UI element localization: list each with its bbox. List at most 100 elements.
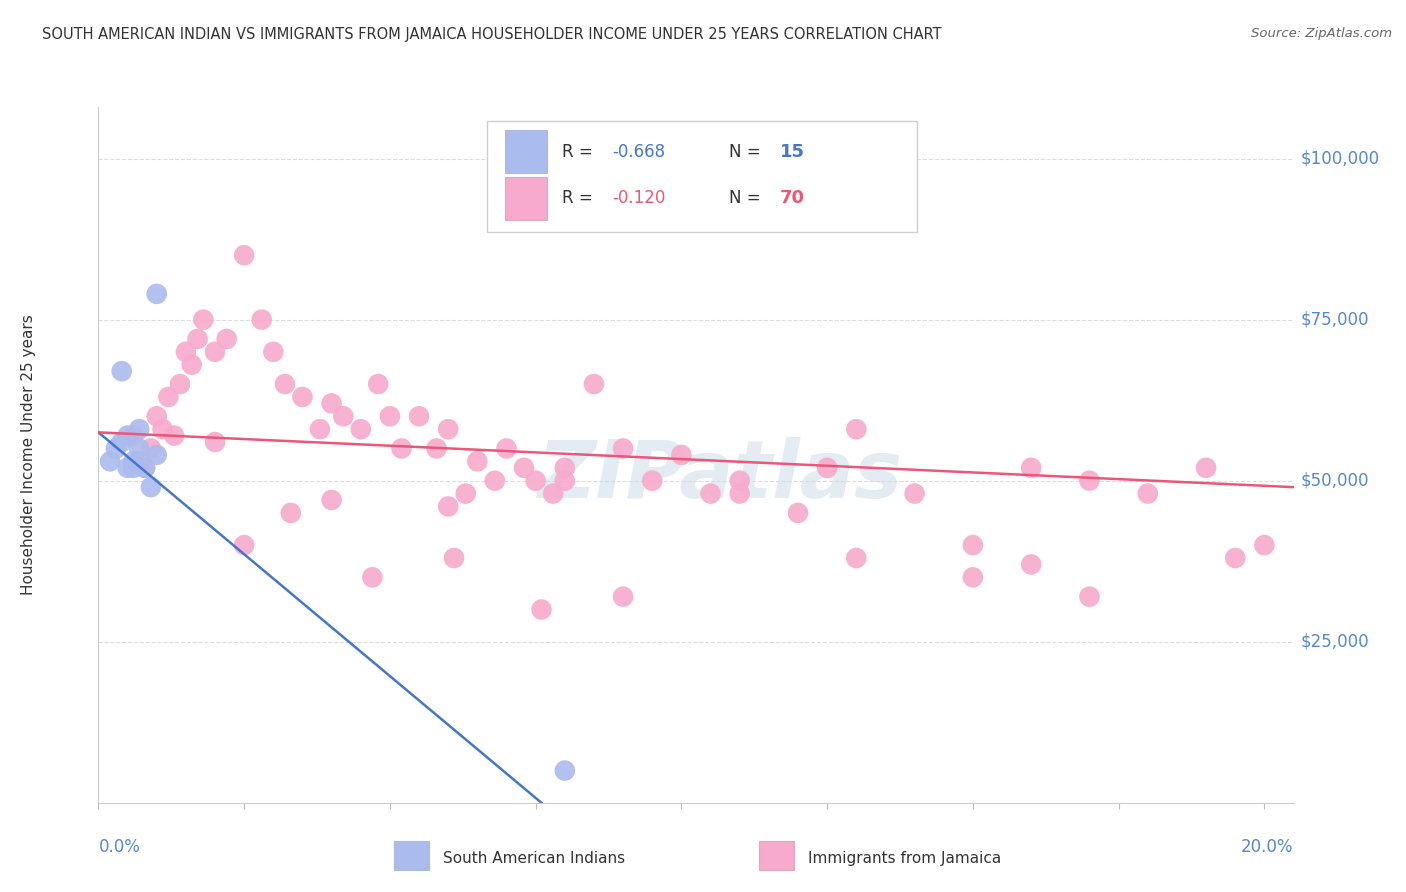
Point [530, 602, 553, 616]
Point [495, 442, 517, 456]
Text: N =: N = [730, 189, 766, 207]
Point [274, 377, 297, 392]
Point [728, 486, 751, 500]
Point [163, 428, 186, 442]
Bar [505, 177, 547, 219]
Point [443, 551, 465, 566]
Text: $25,000: $25,000 [1301, 632, 1369, 651]
FancyBboxPatch shape [486, 121, 917, 232]
Point [145, 448, 167, 462]
Text: $100,000: $100,000 [1301, 150, 1379, 168]
Text: Immigrants from Jamaica: Immigrants from Jamaica [808, 852, 1001, 866]
Text: 15: 15 [779, 143, 804, 161]
Point [391, 442, 413, 456]
Point [157, 390, 180, 404]
Point [903, 486, 925, 500]
Point [139, 480, 162, 494]
Point [117, 460, 139, 475]
Point [280, 506, 302, 520]
Point [1253, 538, 1275, 552]
Text: $50,000: $50,000 [1301, 472, 1369, 490]
Point [104, 442, 127, 456]
Point [554, 474, 576, 488]
Text: $75,000: $75,000 [1301, 310, 1369, 328]
Text: ZIPatlas: ZIPatlas [537, 437, 903, 515]
Point [169, 377, 191, 392]
Point [554, 764, 576, 778]
Point [321, 493, 343, 508]
Point [524, 474, 547, 488]
Point [845, 551, 868, 566]
Text: South American Indians: South American Indians [443, 852, 626, 866]
Point [962, 570, 984, 584]
Point [186, 332, 208, 346]
Text: -0.120: -0.120 [612, 189, 665, 207]
Point [233, 248, 256, 262]
Point [134, 460, 156, 475]
Point [1078, 590, 1101, 604]
Point [378, 409, 401, 424]
Point [233, 538, 256, 552]
Point [134, 460, 156, 475]
Point [111, 435, 134, 450]
Point [671, 448, 693, 462]
Point [250, 312, 273, 326]
Point [1136, 486, 1159, 500]
Text: 20.0%: 20.0% [1241, 838, 1294, 856]
Point [122, 460, 145, 475]
Point [454, 486, 477, 500]
Point [1019, 460, 1042, 475]
Point [128, 422, 150, 436]
Point [845, 422, 868, 436]
Text: R =: R = [562, 143, 598, 161]
Point [128, 454, 150, 468]
Point [367, 377, 389, 392]
Text: N =: N = [730, 143, 766, 161]
Point [612, 590, 634, 604]
Point [204, 344, 226, 359]
Point [262, 344, 284, 359]
Text: SOUTH AMERICAN INDIAN VS IMMIGRANTS FROM JAMAICA HOUSEHOLDER INCOME UNDER 25 YEA: SOUTH AMERICAN INDIAN VS IMMIGRANTS FROM… [42, 27, 942, 42]
Point [641, 474, 664, 488]
Point [128, 442, 150, 456]
Point [699, 486, 721, 500]
Point [98, 454, 121, 468]
Text: Source: ZipAtlas.com: Source: ZipAtlas.com [1251, 27, 1392, 40]
Point [145, 286, 167, 301]
Point [361, 570, 384, 584]
Point [541, 486, 564, 500]
Point [117, 428, 139, 442]
Point [1019, 558, 1042, 572]
Point [204, 435, 226, 450]
Text: -0.668: -0.668 [612, 143, 665, 161]
Point [1195, 460, 1218, 475]
Point [815, 460, 838, 475]
Point [321, 396, 343, 410]
Point [111, 364, 134, 378]
Point [1225, 551, 1247, 566]
Point [122, 428, 145, 442]
Point [174, 344, 197, 359]
Point [787, 506, 810, 520]
Point [582, 377, 605, 392]
Point [291, 390, 314, 404]
Text: 0.0%: 0.0% [98, 838, 141, 856]
Point [728, 474, 751, 488]
Point [513, 460, 536, 475]
Point [437, 422, 460, 436]
Point [484, 474, 506, 488]
Point [145, 409, 167, 424]
Point [350, 422, 373, 436]
Point [332, 409, 354, 424]
Point [215, 332, 238, 346]
Point [554, 460, 576, 475]
Point [425, 442, 447, 456]
Point [309, 422, 332, 436]
Point [437, 500, 460, 514]
Text: 70: 70 [779, 189, 804, 207]
Point [962, 538, 984, 552]
Text: R =: R = [562, 189, 598, 207]
Point [1078, 474, 1101, 488]
Bar [505, 130, 547, 173]
Point [408, 409, 430, 424]
